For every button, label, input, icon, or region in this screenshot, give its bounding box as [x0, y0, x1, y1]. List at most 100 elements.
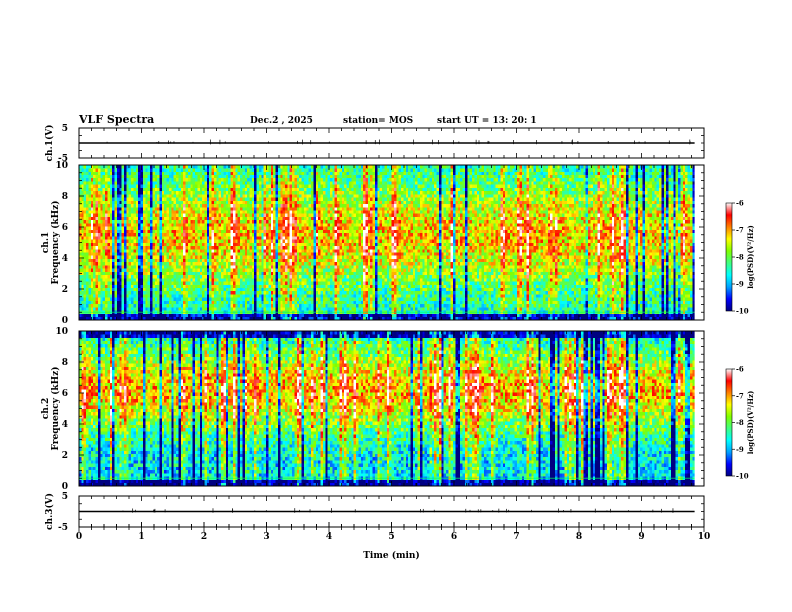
spectrogram-cell: [86, 171, 89, 175]
spectrogram-cell: [157, 301, 160, 305]
spectrogram-cell: [145, 255, 148, 259]
spectrogram-cell: [96, 262, 99, 266]
spectrogram-cell: [126, 272, 129, 276]
spectrogram-cell: [88, 210, 91, 214]
spectrogram-cell: [136, 281, 139, 285]
spectrogram-cell: [84, 184, 87, 188]
spectrogram-cell: [136, 249, 139, 253]
spectrogram-cell: [164, 284, 167, 288]
spectrogram-cell: [143, 278, 146, 282]
spectrogram-cell: [107, 275, 110, 279]
spectrogram-cell: [167, 288, 170, 292]
spectrogram-cell: [122, 171, 125, 175]
spectrogram-cell: [124, 297, 127, 301]
spectrogram-cell: [112, 201, 115, 205]
spectrogram-cell: [88, 236, 91, 240]
spectrogram-cell: [119, 230, 122, 234]
spectrogram-cell: [136, 265, 139, 269]
spectrogram-cell: [86, 230, 89, 234]
spectrogram-cell: [86, 226, 89, 230]
spectrogram-cell: [155, 207, 158, 211]
spectrogram-cell: [124, 278, 127, 282]
spectrogram-cell: [96, 243, 99, 247]
spectrogram-cell: [107, 252, 110, 256]
spectrogram-cell: [117, 249, 120, 253]
spectrogram-cell: [112, 246, 115, 250]
spectrogram-cell: [86, 201, 89, 205]
spectrogram-cell: [112, 239, 115, 243]
spectrogram-cell: [143, 246, 146, 250]
spectrogram-cell: [160, 213, 163, 217]
spectrogram-cell: [160, 207, 163, 211]
spectrogram-cell: [91, 291, 94, 295]
spectrogram-cell: [107, 175, 110, 179]
spectrogram-cell: [167, 213, 170, 217]
spectrogram-cell: [81, 184, 84, 188]
spectrogram-cell: [88, 243, 91, 247]
spectrogram-cell: [124, 252, 127, 256]
spectrogram-cell: [117, 191, 120, 195]
spectrogram-cell: [96, 239, 99, 243]
spectrogram-cell: [93, 194, 96, 198]
spectrogram-cell: [107, 213, 110, 217]
spectrogram-cell: [169, 288, 172, 292]
spectrogram-cell: [103, 207, 106, 211]
spectrogram-cell: [152, 217, 155, 221]
spectrogram-cell: [138, 314, 141, 318]
spectrogram-cell: [117, 252, 120, 256]
spectrogram-cell: [145, 288, 148, 292]
spectrogram-cell: [164, 288, 167, 292]
spectrogram-cell: [141, 171, 144, 175]
spectrogram-cell: [93, 213, 96, 217]
spectrogram-cell: [129, 297, 132, 301]
spectrogram-cell: [115, 217, 118, 221]
spectrogram-cell: [93, 262, 96, 266]
spectrogram-cell: [119, 175, 122, 179]
spectrogram-cell: [124, 223, 127, 227]
spectrogram-cell: [126, 230, 129, 234]
spectrogram-cell: [150, 168, 153, 172]
spectrogram-cell: [84, 210, 87, 214]
spectrogram-cell: [133, 184, 136, 188]
spectrogram-cell: [110, 188, 113, 192]
spectrogram-cell: [119, 165, 122, 169]
spectrogram-cell: [145, 197, 148, 201]
spectrogram-cell: [93, 314, 96, 318]
spectrogram-cell: [88, 191, 91, 195]
spectrogram-cell: [131, 201, 134, 205]
spectrogram-cell: [103, 301, 106, 305]
spectrogram-cell: [93, 246, 96, 250]
spectrogram-cell: [98, 213, 101, 217]
spectrogram-cell: [98, 210, 101, 214]
spectrogram-cell: [143, 297, 146, 301]
spectrogram-cell: [155, 204, 158, 208]
spectrogram-cell: [126, 233, 129, 237]
spectrogram-cell: [136, 184, 139, 188]
spectrogram-cell: [96, 294, 99, 298]
spectrogram-cell: [164, 184, 167, 188]
spectrogram-cell: [141, 233, 144, 237]
spectrogram-cell: [117, 213, 120, 217]
spectrogram-cell: [148, 217, 151, 221]
spectrogram-cell: [96, 201, 99, 205]
spectrogram-cell: [157, 210, 160, 214]
spectrogram-cell: [103, 233, 106, 237]
spectrogram-cell: [141, 184, 144, 188]
spectrogram-cell: [150, 246, 153, 250]
spectrogram-cell: [103, 230, 106, 234]
spectrogram-cell: [164, 168, 167, 172]
spectrogram-cell: [129, 265, 132, 269]
spectrogram-cell: [96, 230, 99, 234]
spectrogram-cell: [93, 233, 96, 237]
spectrogram-cell: [129, 246, 132, 250]
spectrogram-cell: [124, 197, 127, 201]
spectrogram-cell: [86, 252, 89, 256]
spectrogram-cell: [98, 272, 101, 276]
spectrogram-cell: [150, 259, 153, 263]
spectrogram-cell: [88, 165, 91, 169]
spectrogram-cell: [91, 249, 94, 253]
spectrogram-cell: [150, 194, 153, 198]
spectrogram-cell: [100, 217, 103, 221]
spectrogram-cell: [112, 291, 115, 295]
spectrogram-cell: [119, 197, 122, 201]
